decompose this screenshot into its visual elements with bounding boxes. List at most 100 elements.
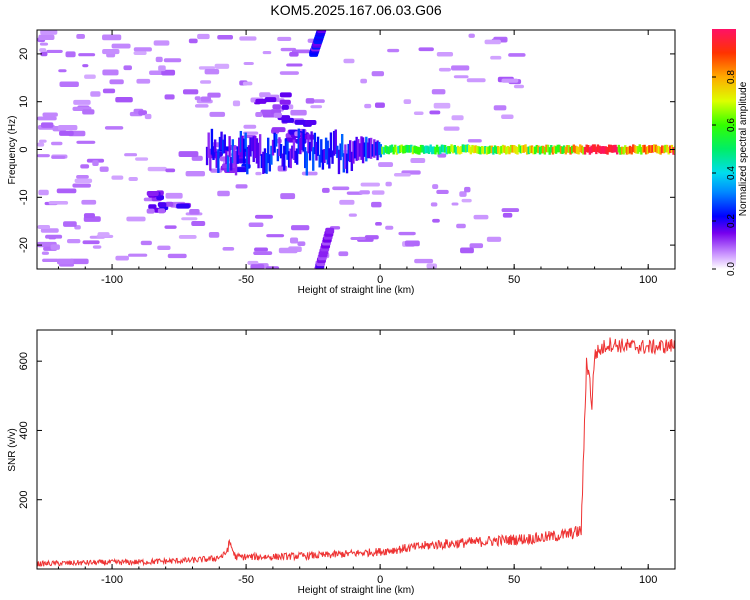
heatmap-speckle — [222, 247, 235, 251]
y-tick-label: 10 — [18, 96, 30, 108]
heatmap-ridge-cell — [400, 144, 403, 153]
heatmap-speckle — [191, 155, 203, 161]
heatmap-speckle — [250, 264, 265, 269]
heatmap-ridge-cell — [482, 146, 485, 155]
heatmap-speckle — [262, 51, 272, 55]
heatmap-ridge-cell — [381, 146, 384, 155]
heatmap-ridge-cell — [291, 145, 294, 159]
heatmap-ridge-cell — [517, 144, 521, 153]
heatmap-ridge-cell — [355, 136, 358, 161]
heatmap-speckle — [321, 187, 330, 193]
snr-panel: -100 -50 0 50 100 200 400 600 Height of straigh… — [7, 329, 676, 596]
heatmap-speckle — [375, 221, 382, 226]
heatmap-ridge-cell — [550, 145, 553, 153]
heatmap-ridge-cell — [651, 144, 654, 153]
heatmap-speckle — [37, 116, 57, 121]
heatmap-ridge-cell — [553, 145, 556, 154]
heatmap-speckle — [437, 153, 447, 158]
heatmap-blob-cell — [235, 167, 247, 173]
heatmap-speckle — [83, 213, 95, 219]
heatmap-speckle — [200, 80, 212, 84]
y-tick-label: -10 — [18, 189, 30, 205]
heatmap-ridge-cell — [230, 157, 233, 171]
heatmap-speckle — [290, 225, 310, 231]
heatmap-speckle — [217, 190, 230, 197]
y-tick-label: 400 — [18, 421, 30, 439]
heatmap-ridge-cell — [228, 136, 231, 157]
heatmap-ridge-cell — [583, 146, 587, 155]
heatmap-ridge-cell — [207, 132, 210, 158]
heatmap-ridge-cell — [579, 144, 582, 153]
heatmap-ridge-cell — [477, 146, 481, 154]
heatmap-ridge-cell — [389, 145, 392, 153]
heatmap-ridge-cell — [524, 144, 527, 152]
heatmap-speckle — [387, 48, 400, 53]
heatmap-speckle — [126, 216, 146, 222]
heatmap-ridge-cell — [220, 131, 223, 150]
heatmap-ridge-cell — [217, 149, 220, 173]
heatmap-speckle — [414, 258, 434, 264]
heatmap-ridge-cell — [218, 136, 222, 150]
heatmap-ridge-cell — [527, 146, 530, 155]
heatmap-ridge-cell — [638, 144, 641, 152]
heatmap-ridge-cell — [363, 142, 366, 157]
heatmap-ridge-cell — [234, 150, 238, 176]
heatmap-ridge-cell — [373, 139, 376, 158]
heatmap-blob-cell — [157, 202, 167, 208]
heatmap-ridge-cell — [350, 151, 354, 172]
spectrogram-ylabel: Frequency (Hz) — [7, 116, 18, 185]
heatmap-speckle — [124, 153, 138, 157]
heatmap-ridge-cell — [503, 145, 506, 154]
y-tick-label: 20 — [18, 48, 30, 60]
heatmap-ridge-cell — [294, 150, 297, 163]
heatmap-ridge-cell — [305, 151, 309, 176]
heatmap-ridge-cell — [271, 139, 275, 156]
heatmap-ridge-cell — [387, 146, 391, 155]
heatmap-ridge-cell — [324, 137, 328, 160]
heatmap-ridge-cell — [318, 154, 321, 168]
heatmap-ridge-cell — [543, 146, 547, 155]
heatmap-speckle — [178, 235, 197, 239]
heatmap-speckle — [413, 111, 424, 115]
heatmap-speckle — [242, 81, 253, 86]
heatmap-ridge-cell — [435, 144, 439, 153]
heatmap-speckle — [374, 102, 385, 108]
heatmap-ridge-cell — [532, 146, 535, 155]
heatmap-ridge-cell — [673, 146, 675, 155]
heatmap-speckle — [181, 217, 198, 221]
heatmap-speckle — [208, 231, 220, 238]
heatmap-ridge-cell — [371, 144, 374, 157]
heatmap-ridge-cell — [585, 144, 588, 153]
heatmap-speckle — [235, 184, 248, 189]
heatmap-speckle — [56, 188, 77, 194]
heatmap-speckle — [39, 42, 49, 46]
heatmap-ridge-cell — [213, 139, 217, 153]
heatmap-speckle — [58, 69, 67, 73]
heatmap-ridge-cell — [316, 136, 320, 156]
heatmap-ridge-cell — [533, 146, 537, 155]
heatmap-speckle — [346, 191, 364, 195]
heatmap-ridge-cell — [540, 145, 543, 154]
heatmap-ridge-cell — [617, 144, 621, 153]
heatmap-ridge-cell — [551, 146, 555, 155]
heatmap-speckle — [393, 172, 411, 177]
heatmap-speckle — [350, 236, 366, 241]
heatmap-ridge-cell — [345, 153, 349, 174]
heatmap-ridge-cell — [516, 146, 519, 155]
heatmap-speckle — [432, 184, 439, 189]
heatmap-ridge-cell — [513, 145, 516, 153]
heatmap-ridge-cell — [347, 143, 350, 162]
heatmap-speckle — [209, 111, 226, 117]
heatmap-speckle — [45, 234, 63, 239]
heatmap-speckle — [198, 66, 216, 70]
heatmap-blob-cell — [264, 97, 277, 103]
heatmap-ridge-cell — [509, 144, 513, 153]
heatmap-ridge-cell — [411, 146, 415, 155]
heatmap-speckle — [348, 213, 357, 217]
heatmap-ridge-cell — [254, 135, 257, 159]
heatmap-ridge-cell — [315, 141, 318, 161]
heatmap-speckle — [111, 43, 131, 49]
heatmap-speckle — [451, 202, 459, 206]
heatmap-ridge-cell — [521, 145, 524, 153]
heatmap-speckle — [41, 251, 49, 255]
